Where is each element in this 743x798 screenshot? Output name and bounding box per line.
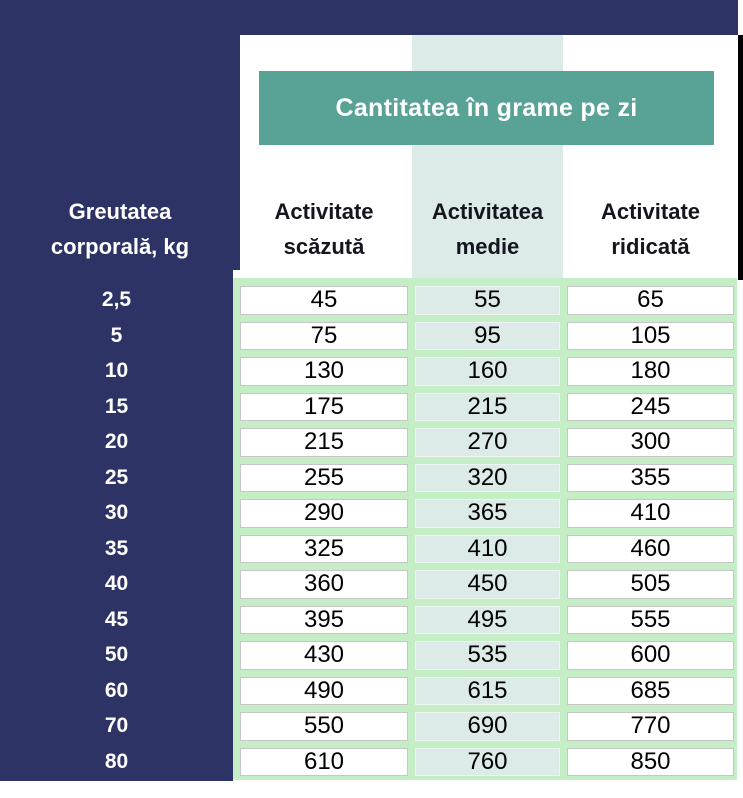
amount-cell: 270 — [415, 428, 560, 457]
amount-cell: 460 — [567, 534, 734, 563]
weight-labels: 2,5 5 10 15 20 25 30 35 40 45 50 60 70 80 — [0, 286, 233, 776]
column-header-low-line2: scăzută — [283, 234, 365, 259]
weight-label: 5 — [110, 323, 123, 347]
amount-cell: 175 — [240, 392, 408, 421]
amount-cell: 300 — [567, 428, 734, 457]
amount-cell: 535 — [415, 641, 560, 670]
weight-column-panel — [0, 0, 233, 781]
amount-cell: 505 — [567, 570, 734, 599]
amount-cell: 550 — [240, 712, 408, 741]
amount-cell: 555 — [567, 605, 734, 634]
amount-cell: 290 — [240, 499, 408, 528]
amount-cell: 450 — [415, 570, 560, 599]
weight-label: 15 — [104, 394, 129, 418]
amount-cell: 55 — [415, 286, 560, 315]
weight-label: 40 — [104, 572, 129, 596]
amount-cell: 395 — [240, 605, 408, 634]
weight-header-line2: corporală, kg — [50, 234, 190, 259]
amount-cell: 160 — [415, 357, 560, 386]
amount-cell: 255 — [240, 463, 408, 492]
amount-cell: 360 — [240, 570, 408, 599]
weight-label: 25 — [104, 465, 129, 489]
amount-cell: 45 — [240, 286, 408, 315]
amount-cell: 105 — [567, 321, 734, 350]
amounts-grid: 45 55 65 75 95 105 130 160 180 175 215 245 215 270 300… — [240, 286, 737, 776]
amount-cell: 75 — [240, 321, 408, 350]
amount-cell: 690 — [415, 712, 560, 741]
weight-label: 80 — [104, 749, 129, 773]
weight-label: 20 — [104, 430, 129, 454]
amount-cell: 410 — [415, 534, 560, 563]
amount-cell: 600 — [567, 641, 734, 670]
weight-header-line1: Greutatea — [68, 199, 172, 224]
amount-cell: 490 — [240, 676, 408, 705]
column-header-medium-activity: Activitatea medie — [415, 194, 560, 264]
amount-cell: 850 — [567, 747, 734, 776]
column-header-high-line2: ridicată — [611, 234, 690, 259]
panel-edge-shadow — [738, 35, 743, 280]
amount-cell: 410 — [567, 499, 734, 528]
weight-label: 30 — [104, 501, 129, 525]
weight-label: 35 — [104, 536, 129, 560]
amount-cell: 325 — [240, 534, 408, 563]
weight-label: 50 — [104, 643, 129, 667]
amount-cell: 95 — [415, 321, 560, 350]
weight-label: 10 — [104, 359, 129, 383]
column-header-medium-line1: Activitatea — [431, 199, 544, 224]
amount-cell: 615 — [415, 676, 560, 705]
weight-column-panel-extension — [233, 0, 240, 270]
column-header-high-activity: Activitate ridicată — [567, 194, 734, 264]
amount-cell: 215 — [415, 392, 560, 421]
amount-cell: 130 — [240, 357, 408, 386]
weight-label: 2,5 — [101, 288, 132, 312]
amount-table: 45 55 65 75 95 105 130 160 180 175 215 245 215 270 300… — [233, 278, 737, 780]
weight-column-header: Greutatea corporală, kg — [0, 194, 240, 264]
amount-cell: 180 — [567, 357, 734, 386]
amount-cell: 365 — [415, 499, 560, 528]
amount-cell: 430 — [240, 641, 408, 670]
weight-label: 60 — [104, 678, 129, 702]
amount-cell: 760 — [415, 747, 560, 776]
amount-cell: 65 — [567, 286, 734, 315]
weight-label: 45 — [104, 607, 129, 631]
amount-cell: 610 — [240, 747, 408, 776]
column-header-low-line1: Activitate — [274, 199, 374, 224]
amount-cell: 215 — [240, 428, 408, 457]
activity-column-headers: Activitate scăzută Activitatea medie Act… — [240, 194, 734, 264]
weight-label: 70 — [104, 714, 129, 738]
amount-cell: 245 — [567, 392, 734, 421]
amount-cell: 320 — [415, 463, 560, 492]
column-header-medium-line2: medie — [455, 234, 520, 259]
top-bar — [0, 0, 738, 35]
amount-cell: 685 — [567, 676, 734, 705]
amount-cell: 770 — [567, 712, 734, 741]
column-header-high-line1: Activitate — [600, 199, 701, 224]
page-title: Cantitatea în grame pe zi — [335, 93, 638, 122]
amount-cell: 495 — [415, 605, 560, 634]
title-banner: Cantitatea în grame pe zi — [259, 71, 714, 145]
amount-cell: 355 — [567, 463, 734, 492]
column-header-low-activity: Activitate scăzută — [240, 194, 408, 264]
